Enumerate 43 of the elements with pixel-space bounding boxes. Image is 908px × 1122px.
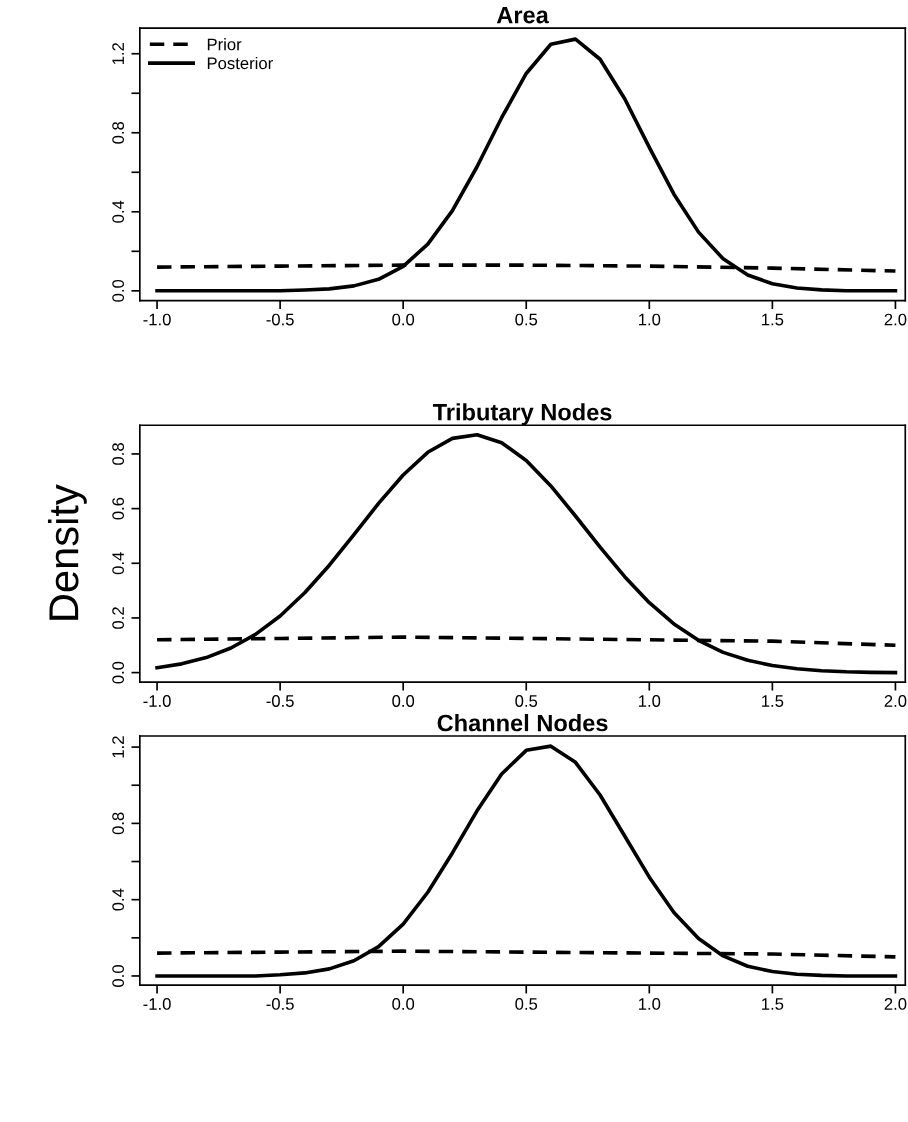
- x-tick-label: 0.5: [515, 695, 538, 707]
- y-tick-label: 0.4: [112, 552, 125, 575]
- x-tick-label: 2.0: [884, 695, 907, 707]
- line-series: [155, 37, 898, 293]
- y-tick-label: 0.2: [112, 607, 125, 629]
- x-tick-label: 0.5: [515, 998, 538, 1010]
- x-tick-label: -1.0: [143, 695, 171, 707]
- y-axis-title: Density: [47, 484, 87, 620]
- x-tick-label: -1.0: [143, 313, 171, 326]
- y-tick-label: 0.0: [112, 279, 125, 302]
- y-tick-label: 0.4: [112, 200, 125, 223]
- x-tick-label: 1.5: [762, 998, 784, 1010]
- x-tick-label: 0.0: [392, 313, 415, 326]
- x-tick-label: 1.0: [639, 695, 661, 707]
- x-tick-label: -1.0: [143, 998, 171, 1010]
- x-tick-label: 1.0: [639, 998, 661, 1010]
- y-tick-label: 0.6: [112, 497, 125, 520]
- x-tick-label: 1.5: [762, 313, 784, 326]
- y-tick-label: 0.8: [112, 443, 125, 465]
- x-tick-label: 0.5: [515, 313, 538, 326]
- x-tick-label: 0.0: [392, 998, 415, 1010]
- line-series: [155, 744, 898, 978]
- x-tick-label: 1.5: [762, 695, 784, 707]
- y-tick-label: 1.2: [112, 736, 124, 758]
- x-tick-label: -0.5: [266, 313, 294, 326]
- y-tick-label: 0.0: [112, 965, 125, 987]
- chart-title: Tributary Nodes: [432, 403, 612, 426]
- chart-title: Area: [496, 6, 549, 24]
- x-tick-label: -0.5: [266, 695, 294, 707]
- line-series: [155, 432, 898, 675]
- y-tick-label: 1.2: [112, 42, 124, 65]
- legend-label: Prior: [207, 38, 242, 51]
- chart-title: Channel Nodes: [437, 714, 608, 732]
- x-tick-label: 0.0: [392, 695, 415, 707]
- legend-label: Posterior: [207, 56, 273, 70]
- x-tick-label: 2.0: [884, 313, 907, 326]
- x-tick-label: -0.5: [266, 998, 294, 1010]
- y-tick-label: 0.0: [112, 661, 125, 684]
- y-tick-label: 0.8: [112, 121, 125, 144]
- y-tick-label: 0.4: [112, 888, 125, 911]
- y-tick-label: 0.8: [112, 812, 125, 835]
- x-tick-label: 1.0: [639, 313, 661, 326]
- x-tick-label: 2.0: [884, 998, 907, 1010]
